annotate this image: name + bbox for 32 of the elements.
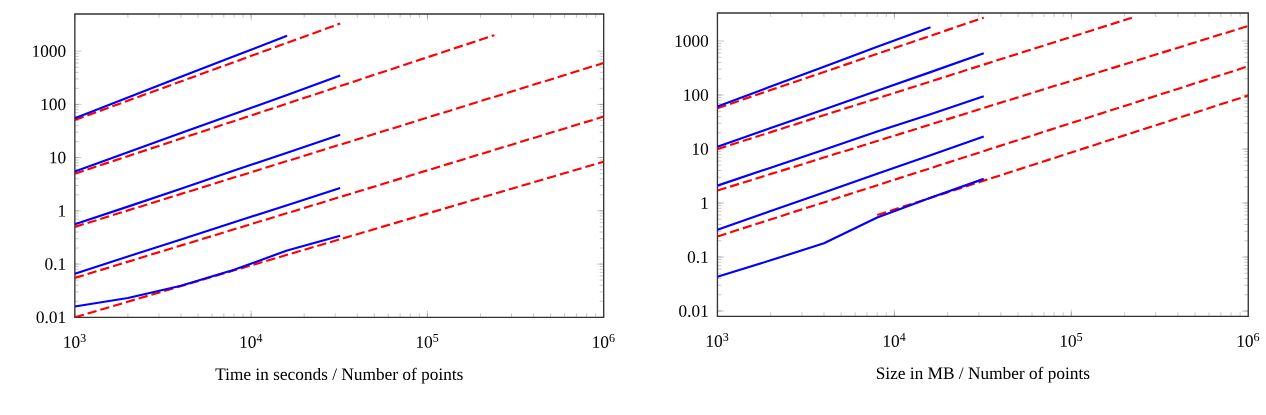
x-axis-title: Time in seconds / Number of points xyxy=(215,367,463,384)
line-series xyxy=(717,52,985,148)
y-tick-label: 1 xyxy=(59,205,66,217)
y-tick-label: 0.01 xyxy=(36,311,66,324)
x-tick-label: 10$^{3}$ xyxy=(64,333,86,348)
y-tick-label: 0.1 xyxy=(687,251,708,263)
y-tick-label: 1000 xyxy=(675,35,709,47)
line-series xyxy=(717,95,985,187)
x-tick-label: 10$^{5}$ xyxy=(1060,332,1083,347)
y-tick-label: 10 xyxy=(692,143,709,155)
line-series xyxy=(717,26,932,108)
line-series xyxy=(717,177,985,278)
line-series xyxy=(74,133,342,226)
y-tick-label: 1000 xyxy=(33,45,66,57)
line-series xyxy=(74,34,289,120)
line-series xyxy=(74,186,342,275)
x-tick-label: 10$^{4}$ xyxy=(240,333,263,348)
y-tick-label: 1 xyxy=(701,197,708,209)
y-tick-label: 10 xyxy=(50,151,66,164)
x-tick-label: 10$^{6}$ xyxy=(1237,332,1260,347)
line-series xyxy=(717,135,985,231)
x-axis-title: Size in MB / Number of points xyxy=(876,366,1090,383)
y-tick-label: 100 xyxy=(684,89,709,101)
x-tick-label: 10$^{4}$ xyxy=(883,332,906,347)
y-tick-label: 0.01 xyxy=(679,305,708,317)
y-tick-label: 0.1 xyxy=(45,258,66,270)
y-tick-label: 100 xyxy=(41,98,66,111)
x-tick-label: 10$^{3}$ xyxy=(706,332,729,347)
x-tick-label: 10$^{6}$ xyxy=(593,333,615,348)
line-series xyxy=(74,234,342,308)
x-tick-label: 10$^{5}$ xyxy=(416,333,439,348)
line-series xyxy=(74,74,342,173)
